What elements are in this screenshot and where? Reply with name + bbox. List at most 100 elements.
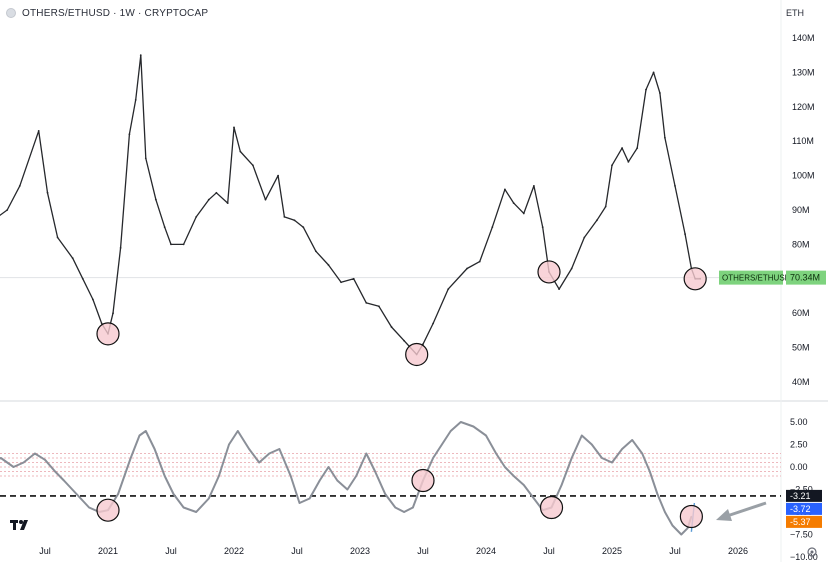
price-point: [215, 191, 218, 194]
oscillator-point: [34, 452, 36, 455]
price-point: [170, 243, 172, 246]
oscillator-point: [384, 493, 387, 495]
price-point: [541, 226, 544, 229]
price-point: [81, 277, 84, 280]
x-axis-tick-label: Jul: [417, 546, 429, 556]
chart-title: OTHERS/ETHUSD · 1W · CRYPTOCAP: [22, 7, 209, 19]
oscillator-point: [44, 459, 46, 461]
arrow-icon: [726, 501, 767, 518]
price-point: [207, 198, 210, 201]
oscillator-point: [403, 511, 405, 513]
oscillator-point: [0, 457, 2, 459]
price-low-highlight: [683, 267, 707, 291]
oscillator-point: [129, 457, 132, 459]
price-point: [134, 99, 137, 101]
x-axis-tick-label: Jul: [543, 546, 555, 556]
x-axis-tick-label: Jul: [165, 546, 177, 556]
oscillator-point: [656, 493, 659, 495]
oscillator-axis-tick-label: −7.50: [790, 530, 813, 540]
price-axis-tick-label: 80M: [792, 239, 810, 249]
oscillator-point: [54, 470, 56, 473]
price-series-line: [0, 54, 701, 356]
price-point: [327, 264, 330, 266]
oscillator-point: [172, 493, 175, 495]
oscillator-pane: [0, 421, 781, 536]
oscillator-point: [441, 443, 443, 446]
oscillator-point: [268, 452, 271, 455]
price-point: [112, 312, 114, 315]
price-point: [56, 236, 59, 239]
oscillator-point: [686, 527, 689, 529]
oscillator-axis-tick-label: 0.00: [790, 462, 808, 472]
price-point: [302, 226, 305, 229]
oscillator-point: [117, 493, 119, 495]
oscillator-point: [460, 421, 462, 423]
chart-header: OTHERS/ETHUSD · 1W · CRYPTOCAP: [6, 5, 208, 21]
oscillator-point: [138, 434, 141, 437]
price-point: [684, 233, 686, 235]
price-value-box: [786, 270, 826, 285]
price-point: [621, 147, 623, 149]
price-point: [570, 267, 573, 270]
oscillator-low-highlight: [679, 504, 703, 529]
tradingview-logo-icon[interactable]: [10, 518, 34, 532]
price-axis-tick-label: 130M: [792, 67, 815, 77]
oscillator-point: [394, 506, 397, 509]
oscillator-point: [75, 493, 78, 495]
x-axis-tick-label: 2026: [728, 546, 748, 556]
currency-unit: ETH: [786, 8, 804, 18]
oscillator-point: [560, 484, 563, 486]
oscillator-point: [374, 470, 376, 473]
oscillator-point: [533, 497, 535, 500]
price-axis-tick-label: 110M: [792, 136, 814, 146]
oscillator-point: [504, 466, 506, 468]
oscillator-point: [512, 475, 515, 477]
oscillator-point: [472, 425, 475, 428]
oscillator-point: [591, 443, 593, 446]
price-point: [403, 339, 405, 342]
oscillator-point: [485, 434, 487, 437]
oscillator-point: [258, 461, 261, 464]
price-point: [674, 185, 676, 187]
oscillator-point: [63, 479, 65, 482]
price-point: [139, 54, 142, 57]
gear-icon[interactable]: [806, 546, 818, 558]
price-point: [195, 215, 198, 218]
price-pane: [0, 54, 781, 367]
price-point: [182, 243, 185, 246]
oscillator-point: [495, 452, 497, 455]
price-low-highlight: [537, 260, 561, 284]
oscillator-point: [336, 479, 339, 482]
oscillator-point: [278, 448, 281, 450]
price-point: [595, 219, 598, 222]
oscillator-point: [88, 506, 90, 509]
price-point: [293, 219, 296, 222]
price-point: [378, 305, 380, 308]
price-point: [478, 260, 481, 263]
oscillator-point: [236, 430, 239, 432]
price-point: [264, 198, 267, 201]
price-axis-tick-label: 40M: [792, 377, 810, 387]
price-axis-tick-label: 60M: [792, 308, 810, 318]
price-point: [119, 246, 122, 249]
symbol-logo-icon[interactable]: [6, 8, 16, 18]
price-point: [432, 322, 434, 325]
price-point: [252, 164, 254, 167]
oscillator-point: [631, 439, 633, 441]
price-label-box: [719, 270, 783, 285]
oscillator-point: [412, 506, 414, 509]
price-point: [664, 136, 666, 139]
oscillator-point: [318, 479, 321, 482]
x-axis-tick-label: 2025: [602, 546, 622, 556]
price-point: [163, 226, 166, 229]
price-point: [532, 185, 535, 187]
price-point: [652, 71, 655, 74]
price-point: [522, 212, 525, 215]
oscillator-value-text: -3.72: [790, 504, 811, 514]
price-point: [365, 301, 368, 304]
oscillator-point: [228, 443, 230, 446]
oscillator-point: [621, 448, 623, 450]
price-point: [233, 126, 235, 129]
oscillator-point: [680, 533, 683, 536]
